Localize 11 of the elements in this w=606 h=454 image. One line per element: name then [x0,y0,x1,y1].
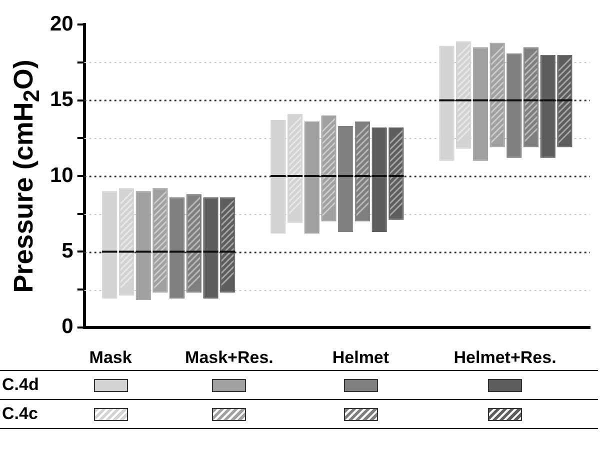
y-tick-label: 15 [50,88,74,112]
text: Mask+Res. [184,347,274,369]
text: Mask [88,347,133,369]
y-tick-label: 10 [50,164,74,187]
text: C.4d [1,374,40,396]
y-tick-label: 0 [62,315,74,338]
y-tick-label: 5 [62,239,74,262]
y-tick-label: 20 [50,12,74,36]
text: Helmet [331,347,390,369]
text: Helmet+Res. [452,347,558,369]
text: C.4c [1,403,39,425]
